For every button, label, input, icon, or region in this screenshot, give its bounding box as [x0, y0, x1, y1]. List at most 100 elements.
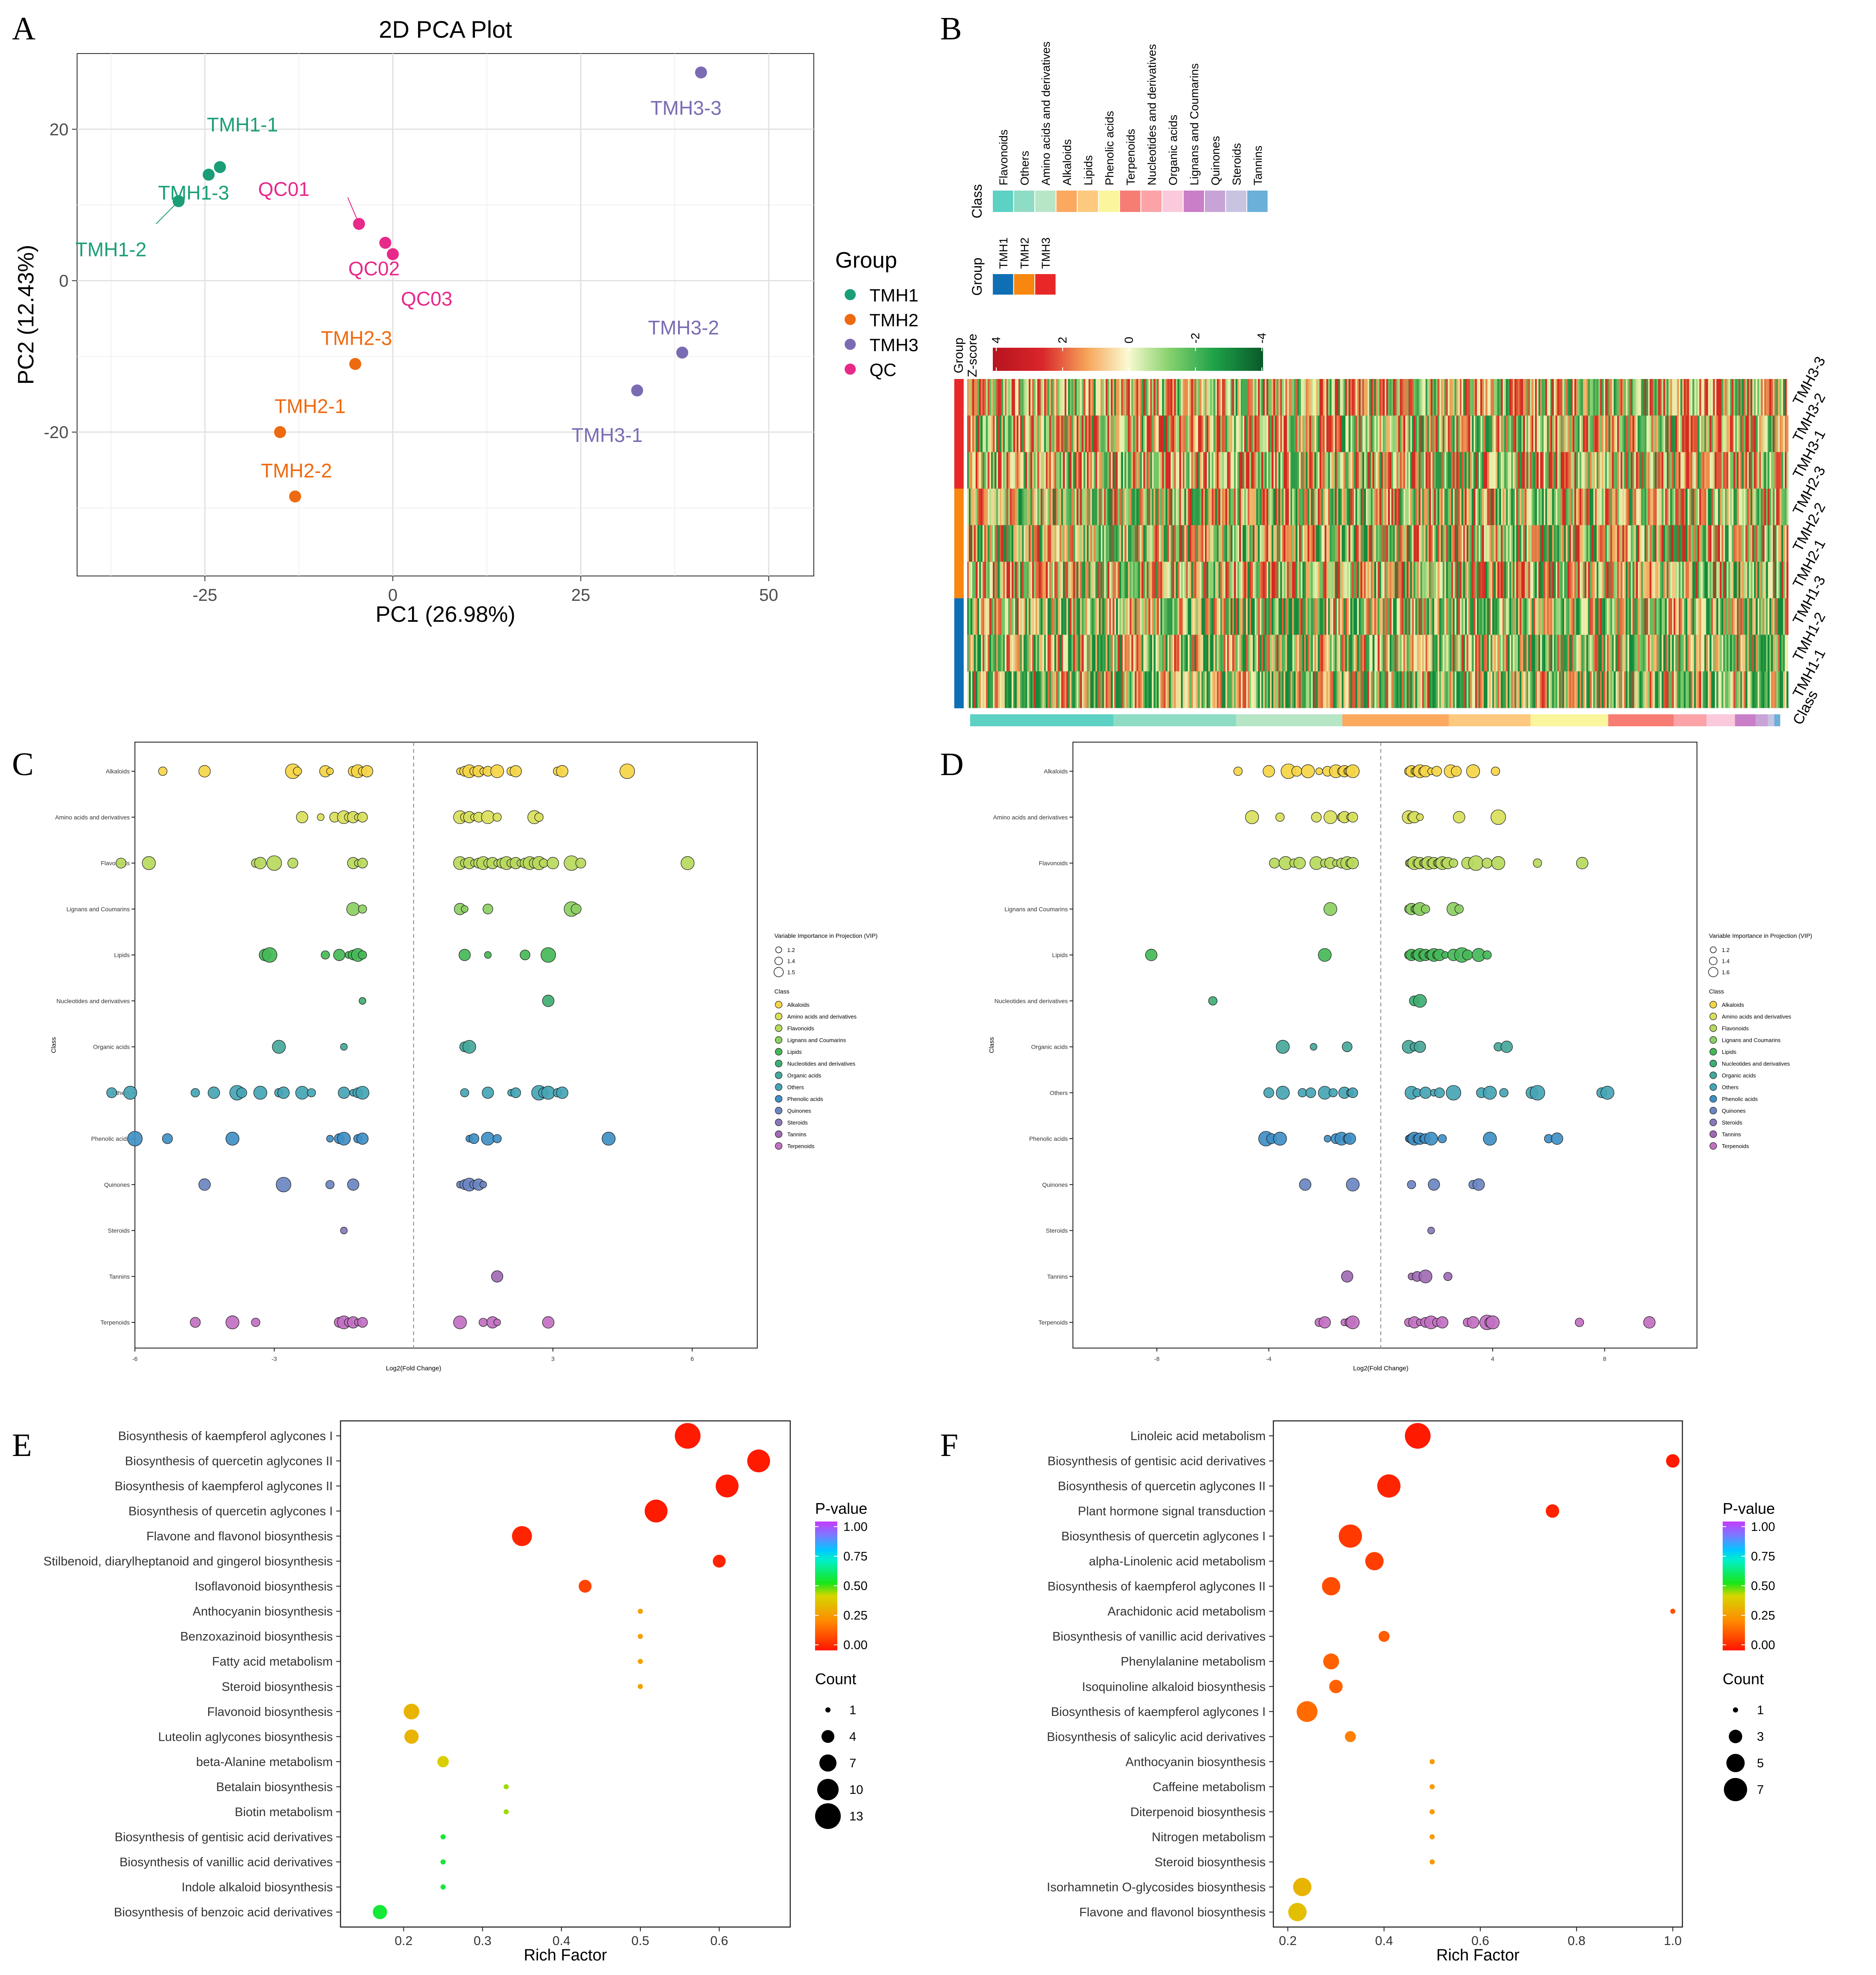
heatmap-cell: [1160, 415, 1162, 453]
heatmap-cell: [1701, 452, 1703, 489]
heatmap-cell: [1066, 525, 1069, 562]
heatmap-cell: [1718, 379, 1720, 416]
heatmap-cell: [1386, 452, 1389, 489]
heatmap-cell: [1288, 415, 1291, 453]
heatmap-cell: [1297, 561, 1299, 599]
heatmap-cell: [1508, 635, 1510, 672]
class-legend-label: Steroids: [787, 1119, 808, 1126]
heatmap-cell: [999, 452, 1002, 489]
heatmap-cell: [1636, 598, 1638, 635]
heatmap-cell: [1620, 379, 1623, 416]
heatmap-cell: [1047, 671, 1050, 708]
heatmap-cell: [1345, 525, 1347, 562]
heatmap-cell: [1061, 635, 1063, 672]
heatmap-cell: [982, 489, 985, 525]
heatmap-cell: [1583, 379, 1585, 416]
heatmap-cell: [1129, 635, 1132, 672]
heatmap-cell: [1504, 598, 1506, 635]
heatmap-cell: [1119, 561, 1122, 599]
heatmap-cell: [1136, 379, 1138, 416]
heatmap-cell: [1212, 452, 1214, 489]
heatmap-cell: [1049, 452, 1052, 489]
pvalue-gradient-step: [815, 1547, 837, 1550]
heatmap-cell: [1105, 635, 1108, 672]
heatmap-cell: [1028, 452, 1031, 489]
heatmap-cell: [1560, 415, 1563, 453]
fold-change-point: [1482, 858, 1493, 868]
heatmap-cell: [1496, 415, 1498, 453]
heatmap-cell: [1081, 452, 1084, 489]
heatmap-cell: [975, 379, 978, 416]
heatmap-cell: [1280, 598, 1282, 635]
heatmap-cell: [1323, 561, 1325, 599]
heatmap-cell: [1679, 489, 1681, 525]
heatmap-cell: [1531, 598, 1534, 635]
heatmap-cell: [1217, 415, 1219, 453]
heatmap-cell: [1249, 598, 1252, 635]
heatmap-cell: [1694, 489, 1696, 525]
zscore-gradient-step: [1095, 348, 1099, 371]
heatmap-cell: [1583, 598, 1585, 635]
heatmap-cell: [1287, 635, 1289, 672]
heatmap-cell: [1152, 415, 1154, 453]
heatmap-cell: [982, 379, 985, 416]
heatmap-cell: [1299, 635, 1301, 672]
heatmap-cell: [1524, 489, 1527, 525]
heatmap-cell: [1307, 452, 1310, 489]
heatmap-cell: [1453, 671, 1455, 708]
enrichment-bubble: [1429, 1859, 1435, 1865]
heatmap-cell: [1357, 598, 1359, 635]
heatmap-cell: [1721, 489, 1724, 525]
heatmap-cell: [1477, 415, 1479, 453]
heatmap-cell: [1261, 452, 1264, 489]
heatmap-cell: [974, 489, 976, 525]
heatmap-cell: [998, 671, 1000, 708]
heatmap-cell: [980, 452, 983, 489]
heatmap-cell: [1117, 489, 1120, 525]
heatmap-cell: [1165, 489, 1168, 525]
fold-change-point: [333, 949, 346, 961]
heatmap-cell: [1040, 379, 1043, 416]
heatmap-cell: [1448, 525, 1450, 562]
heatmap-cell: [984, 598, 986, 635]
heatmap-cell: [989, 452, 992, 489]
heatmap-cell: [998, 379, 1000, 416]
heatmap-cell: [1006, 561, 1009, 599]
heatmap-cell: [1164, 635, 1166, 672]
heatmap-cell: [1186, 452, 1188, 489]
class-legend-marker: [775, 1107, 783, 1115]
heatmap-cell: [1739, 415, 1741, 453]
heatmap-cell: [1316, 598, 1318, 635]
heatmap-cell: [1324, 489, 1327, 525]
heatmap-cell: [1482, 561, 1484, 599]
class-legend-label: Flavonoids: [1722, 1025, 1749, 1032]
heatmap-cell: [1564, 415, 1566, 453]
heatmap-cell: [1035, 452, 1038, 489]
heatmap-cell: [1622, 635, 1625, 672]
heatmap-cell: [1353, 598, 1356, 635]
heatmap-cell: [1482, 415, 1484, 453]
fold-change-point: [1298, 1088, 1307, 1098]
heatmap-cell: [1316, 489, 1318, 525]
heatmap-cell: [1080, 379, 1082, 416]
heatmap-cell: [1588, 598, 1590, 635]
panel-letter-a: A: [12, 11, 36, 47]
zscore-gradient-step: [1057, 348, 1061, 371]
heatmap-cell: [1283, 635, 1286, 672]
heatmap-cell: [1252, 415, 1255, 453]
heatmap-cell: [1586, 635, 1589, 672]
heatmap-cell: [1398, 598, 1401, 635]
heatmap-cell: [1088, 489, 1091, 525]
heatmap-cell: [1547, 415, 1549, 453]
heatmap-cell: [1011, 671, 1014, 708]
heatmap-cell: [1222, 415, 1224, 453]
heatmap-cell: [1143, 598, 1145, 635]
heatmap-cell: [1329, 525, 1332, 562]
heatmap-cell: [1744, 561, 1746, 599]
heatmap-cell: [1162, 561, 1164, 599]
heatmap-cell: [1747, 598, 1749, 635]
heatmap-cell: [1564, 525, 1566, 562]
class-legend-swatch: [1205, 191, 1225, 212]
heatmap-cell: [1562, 525, 1565, 562]
heatmap-cell: [1564, 561, 1566, 599]
